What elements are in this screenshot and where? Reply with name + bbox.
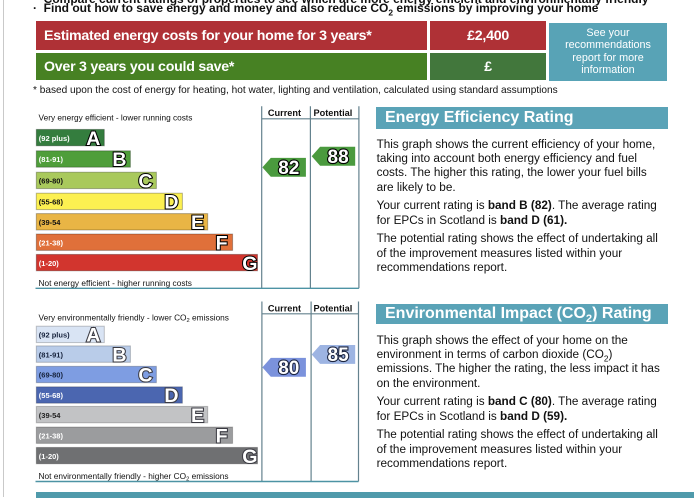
svg-text:(1-20): (1-20) bbox=[39, 452, 60, 461]
svg-text:88: 88 bbox=[328, 147, 349, 168]
svg-text:C: C bbox=[138, 171, 152, 193]
svg-text:(81-91): (81-91) bbox=[39, 350, 64, 359]
svg-text:G: G bbox=[242, 253, 257, 275]
svg-text:C: C bbox=[138, 365, 152, 387]
svg-text:(69-80): (69-80) bbox=[39, 371, 64, 380]
svg-text:E: E bbox=[191, 405, 204, 427]
svg-text:Not energy efficient - higher: Not energy efficient - higher running co… bbox=[39, 278, 192, 288]
svg-text:Potential: Potential bbox=[314, 108, 353, 118]
svg-text:85: 85 bbox=[328, 345, 350, 366]
svg-text:D: D bbox=[164, 385, 178, 407]
svg-text:D: D bbox=[164, 192, 178, 214]
svg-text:(81-91): (81-91) bbox=[39, 155, 64, 164]
svg-text:(69-80): (69-80) bbox=[39, 177, 64, 186]
svg-text:(55-68): (55-68) bbox=[39, 198, 64, 207]
svg-text:(92 plus): (92 plus) bbox=[39, 331, 70, 340]
svg-text:(1-20): (1-20) bbox=[39, 259, 60, 268]
svg-text:A: A bbox=[86, 325, 100, 347]
svg-text:Potential: Potential bbox=[314, 303, 353, 313]
svg-text:Current: Current bbox=[268, 108, 301, 118]
svg-text:(92 plus): (92 plus) bbox=[39, 134, 70, 143]
svg-text:B: B bbox=[112, 149, 126, 171]
svg-text:Very energy efficient - lower: Very energy efficient - lower running co… bbox=[39, 113, 193, 123]
svg-text:Current: Current bbox=[268, 303, 301, 313]
svg-text:E: E bbox=[191, 212, 204, 234]
svg-text:G: G bbox=[242, 446, 257, 468]
svg-text:(21-38): (21-38) bbox=[39, 238, 64, 247]
svg-text:F: F bbox=[216, 232, 228, 254]
svg-text:F: F bbox=[216, 425, 228, 447]
svg-text:80: 80 bbox=[278, 358, 299, 379]
svg-text:82: 82 bbox=[278, 158, 299, 179]
svg-text:(21-38): (21-38) bbox=[39, 431, 64, 440]
svg-text:(55-68): (55-68) bbox=[39, 391, 64, 400]
svg-text:Very environmentally friendly: Very environmentally friendly - lower CO… bbox=[39, 312, 229, 324]
svg-text:(39-54: (39-54 bbox=[39, 411, 62, 420]
svg-text:A: A bbox=[86, 128, 100, 150]
svg-text:Not environmentally friendly -: Not environmentally friendly - higher CO… bbox=[39, 471, 229, 483]
svg-text:B: B bbox=[112, 344, 126, 366]
svg-text:(39-54: (39-54 bbox=[39, 218, 62, 227]
